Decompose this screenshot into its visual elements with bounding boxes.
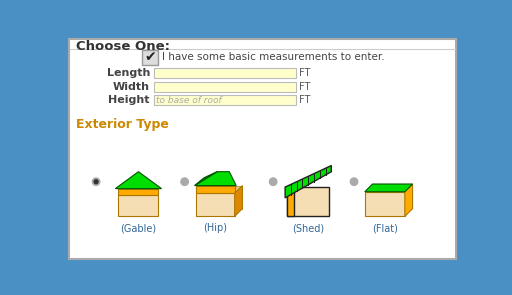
Text: (Hip): (Hip) (203, 223, 227, 233)
Text: Exterior Type: Exterior Type (76, 118, 169, 131)
Polygon shape (195, 172, 217, 186)
Circle shape (269, 178, 277, 186)
Circle shape (181, 178, 188, 186)
Text: ✔: ✔ (144, 50, 156, 64)
Polygon shape (115, 172, 161, 189)
FancyBboxPatch shape (141, 50, 158, 65)
Polygon shape (118, 195, 158, 216)
Text: to base of roof: to base of roof (156, 96, 222, 105)
Polygon shape (195, 172, 236, 186)
FancyBboxPatch shape (154, 96, 296, 106)
Polygon shape (365, 192, 405, 216)
Circle shape (350, 178, 358, 186)
FancyBboxPatch shape (154, 68, 296, 78)
Text: (Gable): (Gable) (120, 223, 157, 233)
Text: FT: FT (300, 82, 311, 92)
Polygon shape (196, 186, 234, 193)
Circle shape (92, 178, 100, 186)
Text: FT: FT (300, 68, 311, 78)
Circle shape (94, 180, 98, 183)
Text: FT: FT (300, 96, 311, 106)
Text: (Flat): (Flat) (372, 223, 398, 233)
Polygon shape (287, 187, 329, 216)
Text: Width: Width (113, 82, 150, 92)
Text: (Shed): (Shed) (292, 223, 324, 233)
Polygon shape (287, 187, 294, 216)
Text: I have some basic measurements to enter.: I have some basic measurements to enter. (162, 52, 385, 62)
Polygon shape (118, 189, 158, 195)
FancyBboxPatch shape (154, 82, 296, 92)
FancyBboxPatch shape (69, 39, 456, 259)
Polygon shape (204, 186, 242, 209)
Polygon shape (405, 184, 413, 216)
Polygon shape (196, 193, 234, 216)
Text: Height: Height (109, 96, 150, 106)
Polygon shape (365, 184, 413, 192)
Polygon shape (234, 186, 242, 216)
Text: Length: Length (106, 68, 150, 78)
Text: Choose One:: Choose One: (76, 40, 170, 53)
Polygon shape (285, 165, 331, 198)
